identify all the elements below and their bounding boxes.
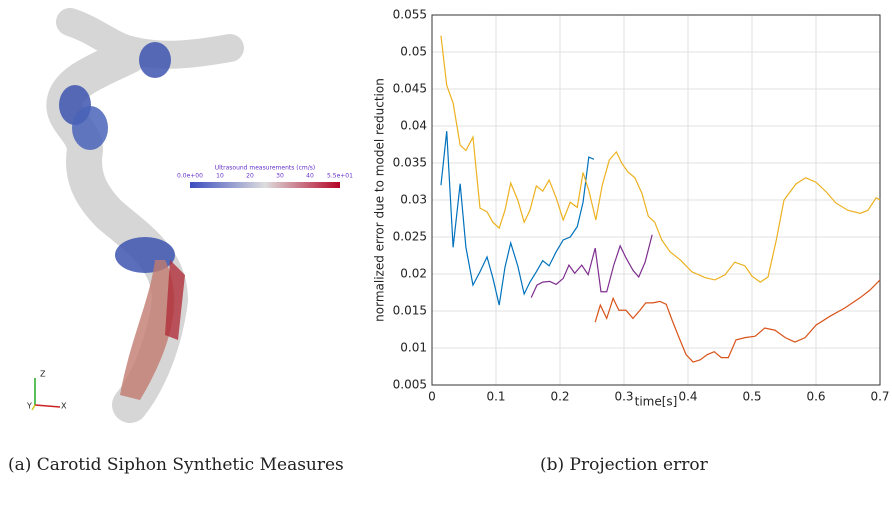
x-tick-label: 0.4 bbox=[678, 390, 697, 404]
colorbar-tick-label: 5.5e+01 bbox=[327, 173, 353, 180]
y-tick-label: 0.035 bbox=[393, 156, 427, 170]
line-series bbox=[440, 35, 881, 283]
axis-letter: X bbox=[61, 402, 67, 411]
vessel-render bbox=[31, 8, 340, 423]
colorbar-tick-label: 30 bbox=[276, 173, 284, 180]
x-tick-label: 0.2 bbox=[550, 390, 569, 404]
caption: (b) Projection error bbox=[540, 455, 708, 475]
colorbar-tick-label: 40 bbox=[306, 173, 314, 180]
axis-letter: Y bbox=[26, 402, 32, 411]
x-tick-label: 0.3 bbox=[614, 390, 633, 404]
x-tick-label: 0.6 bbox=[806, 390, 825, 404]
y-tick-label: 0.045 bbox=[393, 82, 427, 96]
y-tick-label: 0.005 bbox=[393, 378, 427, 392]
x-axis-label: time[s] bbox=[635, 395, 678, 409]
y-tick-label: 0.025 bbox=[393, 230, 427, 244]
line-series bbox=[440, 131, 595, 306]
y-axis-label: normalized error due to model reduction bbox=[373, 78, 387, 322]
y-tick-label: 0.015 bbox=[393, 304, 427, 318]
line-series bbox=[530, 234, 653, 298]
x-tick-label: 0.1 bbox=[486, 390, 505, 404]
x-tick-label: 0.5 bbox=[742, 390, 761, 404]
y-tick-label: 0.05 bbox=[400, 45, 427, 59]
colorbar-tick-label: 0.0e+00 bbox=[177, 173, 203, 180]
y-tick-label: 0.04 bbox=[400, 119, 427, 133]
caption: (a) Carotid Siphon Synthetic Measures bbox=[8, 455, 344, 475]
x-tick-label: 0 bbox=[428, 390, 436, 404]
line-series bbox=[594, 279, 881, 363]
colorbar-tick-label: 20 bbox=[246, 173, 254, 180]
y-tick-label: 0.03 bbox=[400, 193, 427, 207]
y-tick-label: 0.055 bbox=[393, 8, 427, 22]
y-tick-label: 0.01 bbox=[400, 341, 427, 355]
axis-letter: Z bbox=[40, 370, 46, 379]
y-tick-label: 0.02 bbox=[400, 267, 427, 281]
colorbar-tick-label: 10 bbox=[216, 173, 224, 180]
colorbar-title: Ultrasound measurements (cm/s) bbox=[215, 165, 316, 172]
x-tick-label: 0.7 bbox=[870, 390, 889, 404]
